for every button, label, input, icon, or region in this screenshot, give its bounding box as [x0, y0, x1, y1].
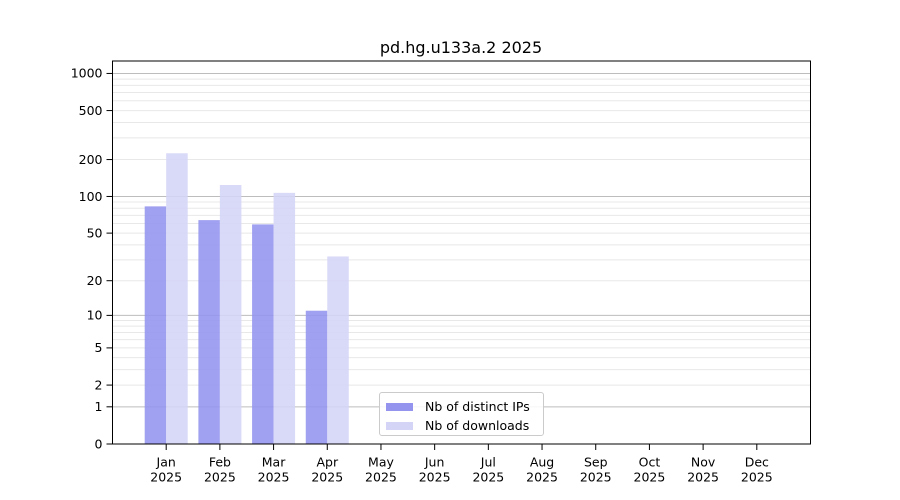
x-tick-label-year: 2025 [150, 470, 182, 485]
x-tick-label-month: Feb [209, 455, 231, 470]
x-tick-label-month: Jan [156, 455, 176, 470]
y-tick-label: 10 [87, 308, 103, 323]
x-tick-label-year: 2025 [634, 470, 666, 485]
x-tick-label-year: 2025 [526, 470, 558, 485]
legend-item-downloads: Nb of downloads [386, 416, 543, 435]
x-tick-label-year: 2025 [365, 470, 397, 485]
legend-swatch-distinct-ips [386, 402, 413, 411]
chart-title: pd.hg.u133a.2 2025 [379, 38, 543, 57]
legend-swatch-downloads [386, 421, 413, 430]
x-tick-label-month: Jul [480, 455, 496, 470]
x-tick-label-month: Apr [316, 455, 338, 470]
x-tick-label-month: Jun [424, 455, 445, 470]
x-tick-label-year: 2025 [580, 470, 612, 485]
plot-frame [112, 60, 811, 445]
legend: Nb of distinct IPs Nb of downloads [379, 392, 544, 436]
x-tick-label-year: 2025 [311, 470, 343, 485]
x-tick-label-month: May [368, 455, 394, 470]
x-tick-label-month: Oct [639, 455, 661, 470]
y-tick-label: 5 [95, 340, 103, 355]
y-tick-label: 100 [79, 189, 103, 204]
bar-distinct-ips-jan [144, 206, 167, 444]
y-tick-label: 200 [79, 152, 103, 167]
bar-downloads-jan [166, 153, 188, 444]
x-tick-label-month: Dec [745, 455, 769, 470]
bar-distinct-ips-mar [252, 224, 274, 444]
legend-label-downloads: Nb of downloads [425, 418, 530, 433]
x-tick-label-year: 2025 [258, 470, 290, 485]
y-tick-label: 0 [95, 436, 103, 451]
legend-label-distinct-ips: Nb of distinct IPs [425, 399, 530, 414]
x-tick-label-year: 2025 [741, 470, 773, 485]
y-tick-label: 1 [95, 399, 103, 414]
bar-distinct-ips-apr [305, 310, 328, 444]
x-tick-label-month: Aug [530, 455, 554, 470]
y-tick-label: 500 [79, 103, 103, 118]
x-tick-label-year: 2025 [419, 470, 451, 485]
x-tick-label-month: Sep [584, 455, 608, 470]
x-tick-label-month: Mar [262, 455, 286, 470]
bar-downloads-feb [219, 185, 242, 444]
y-tick-label: 20 [87, 273, 103, 288]
x-tick-label-year: 2025 [472, 470, 504, 485]
x-tick-label-month: Nov [691, 455, 716, 470]
bar-distinct-ips-feb [198, 220, 220, 444]
y-tick-label: 50 [87, 225, 103, 240]
x-tick-label-year: 2025 [204, 470, 236, 485]
y-tick-label: 2 [95, 377, 103, 392]
x-tick-label-year: 2025 [687, 470, 719, 485]
y-tick-label: 1000 [71, 66, 103, 81]
bar-downloads-apr [327, 256, 349, 444]
bar-downloads-mar [273, 192, 296, 444]
legend-item-distinct-ips: Nb of distinct IPs [386, 397, 543, 416]
